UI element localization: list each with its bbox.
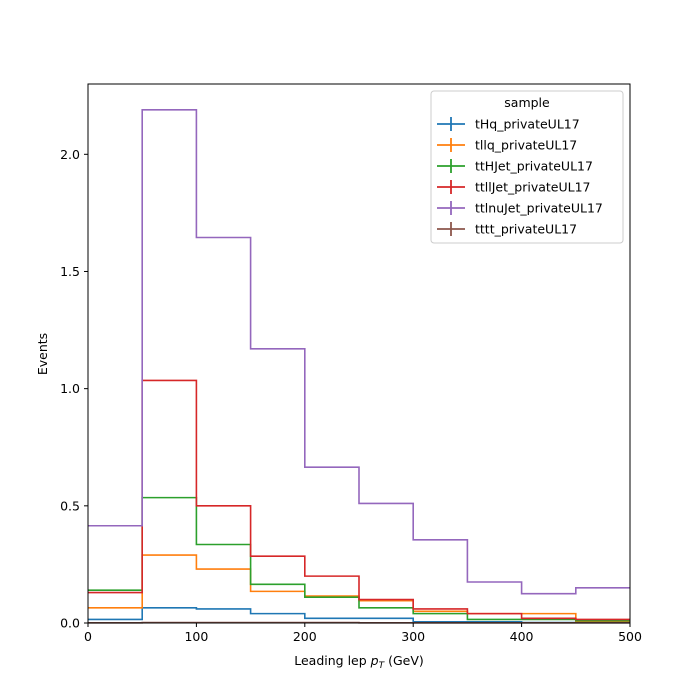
legend-box <box>430 90 624 244</box>
legend-entry-label: ttHJet_privateUL17 <box>475 159 593 174</box>
y-tick-label: 2.0 <box>60 147 80 162</box>
y-axis: 0.0 0.5 1.0 1.5 2.0 <box>60 147 88 631</box>
legend-entry-label: ttlnuJet_privateUL17 <box>475 201 603 216</box>
axes-frame <box>87 83 631 624</box>
y-axis-label: Events <box>35 333 50 375</box>
y-tick-label: 0.0 <box>60 616 80 631</box>
legend-entry-label: tHq_privateUL17 <box>475 117 580 132</box>
x-tick-label: 400 <box>510 629 534 644</box>
y-tick-label: 1.0 <box>60 381 80 396</box>
legend-title: sample <box>504 95 550 110</box>
x-tick-label: 200 <box>293 629 317 644</box>
y-tick-label: 0.5 <box>60 498 80 513</box>
legend: sample tHq_privateUL17 tllq_privateUL17 ttH… <box>430 90 624 244</box>
legend-entry-label: ttllJet_privateUL17 <box>475 180 591 195</box>
legend-entry-label: tllq_privateUL17 <box>475 138 577 153</box>
legend-entry-label: tttt_privateUL17 <box>475 222 577 237</box>
x-tick-label: 0 <box>84 629 92 644</box>
series-tthjet-privateul17 <box>88 496 630 622</box>
series-ttlljet-privateul17 <box>88 379 630 621</box>
x-axis-label: Leading lep pT (GeV) <box>294 653 424 671</box>
x-tick-label: 500 <box>618 629 642 644</box>
x-tick-label: 300 <box>401 629 425 644</box>
series-ttlnujet-privateul17 <box>88 108 630 595</box>
x-axis: 0 100 200 300 400 500 <box>84 623 642 644</box>
x-tick-label: 100 <box>184 629 208 644</box>
series-thq-privateul17 <box>88 606 630 624</box>
y-tick-label: 1.5 <box>60 264 80 279</box>
